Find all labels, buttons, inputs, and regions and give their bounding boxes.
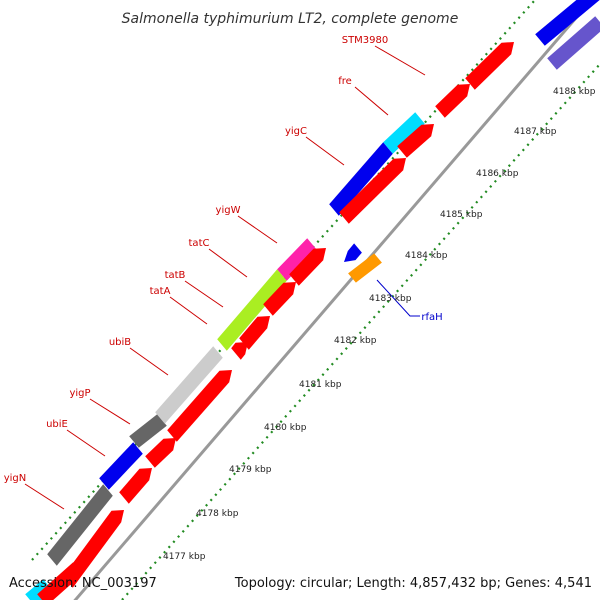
gene-red-arrow-5 bbox=[231, 342, 248, 360]
gene-yigW-block bbox=[277, 238, 317, 281]
gene-red-arrow-2 bbox=[119, 468, 152, 504]
gene-rfaH-block bbox=[348, 253, 382, 283]
kbp-tick-label: 4178 kbp bbox=[196, 509, 239, 519]
callout-line-tatC bbox=[208, 248, 248, 278]
gene-ubiE-block bbox=[99, 442, 143, 490]
callout-line-tatB bbox=[184, 280, 224, 308]
gene-red-arrow-10 bbox=[397, 124, 434, 158]
gene-yigN-block bbox=[47, 484, 113, 566]
gene-red-arrow-4 bbox=[167, 370, 232, 442]
sequence-backbone bbox=[73, 0, 594, 600]
map-title: Salmonella typhimurium LT2, complete gen… bbox=[122, 11, 459, 27]
gene-label-tatB: tatB bbox=[165, 270, 186, 281]
gene-red-arrow-1 bbox=[63, 510, 124, 588]
gene-label-STM3980: STM3980 bbox=[342, 35, 389, 46]
kbp-tick-label: 4187 kbp bbox=[514, 127, 557, 137]
gene-yigC-block bbox=[329, 142, 393, 216]
callout-line-ubiE bbox=[66, 429, 106, 457]
kbp-tick-label: 4184 kbp bbox=[405, 251, 448, 261]
callout-line-fre bbox=[354, 86, 389, 116]
gene-rev-blue bbox=[344, 243, 362, 262]
gene-label-yigW: yigW bbox=[216, 205, 241, 216]
gene-top-blue-block bbox=[535, 0, 600, 46]
kbp-tick-label: 4186 kbp bbox=[476, 169, 519, 179]
kbp-tick-label: 4177 kbp bbox=[163, 552, 206, 562]
gene-label-fre: fre bbox=[338, 76, 352, 87]
callout-line-yigP bbox=[89, 398, 131, 425]
gene-callouts: STM3980 fre yigC yigW tatC tatB tatA ubiB yigP ub… bbox=[4, 35, 443, 510]
callout-line-rfaH bbox=[376, 279, 420, 317]
callout-line-yigC bbox=[305, 136, 345, 166]
kbp-tick-label: 4179 kbp bbox=[229, 465, 272, 475]
gene-red-arrow-8 bbox=[289, 248, 326, 286]
gene-label-yigC: yigC bbox=[285, 126, 307, 137]
gene-label-yigN: yigN bbox=[4, 473, 27, 484]
gene-label-ubiE: ubiE bbox=[46, 419, 68, 430]
kbp-tick-label: 4183 kbp bbox=[369, 294, 412, 304]
gene-label-rfaH: rfaH bbox=[421, 312, 442, 323]
backbone-line bbox=[73, 0, 594, 600]
gene-ubiB-block bbox=[155, 346, 223, 424]
gene-label-tatA: tatA bbox=[150, 286, 171, 297]
kbp-tick-label: 4180 kbp bbox=[264, 423, 307, 433]
callout-line-yigW bbox=[237, 215, 278, 244]
gene-fre-block bbox=[383, 112, 425, 154]
gene-red-arrow-9 bbox=[339, 158, 406, 224]
gene-red-arrow-11 bbox=[435, 84, 470, 118]
kbp-tick-label: 4182 kbp bbox=[334, 336, 377, 346]
gene-tatA-block bbox=[217, 269, 287, 351]
gene-yigP-block bbox=[129, 414, 167, 448]
reverse-dotted-guide bbox=[121, 63, 600, 600]
gene-red-arrow-3 bbox=[145, 438, 176, 468]
callout-line-yigN bbox=[24, 483, 65, 510]
accession-text: Accession: NC_003197 bbox=[9, 576, 157, 591]
gene-red-arrow-12 bbox=[465, 42, 514, 90]
scale-ticks: 4177 kbp 4178 kbp 4179 kbp 4180 kbp 4181 kbp… bbox=[163, 87, 596, 562]
kbp-tick-label: 4185 kbp bbox=[440, 210, 483, 220]
dotted-guides bbox=[31, 0, 600, 600]
callout-line-ubiB bbox=[129, 347, 169, 376]
callout-line-tatA bbox=[169, 296, 208, 325]
gene-red-arrow-7 bbox=[263, 282, 296, 316]
gene-label-tatC: tatC bbox=[189, 238, 210, 249]
kbp-tick-label: 4181 kbp bbox=[299, 380, 342, 390]
topology-text: Topology: circular; Length: 4,857,432 bp… bbox=[234, 576, 592, 591]
gene-purple-block bbox=[547, 16, 600, 70]
gene-red-arrow-6 bbox=[239, 316, 270, 350]
gene-features bbox=[25, 0, 600, 600]
gene-label-yigP: yigP bbox=[69, 388, 90, 399]
kbp-tick-label: 4188 kbp bbox=[553, 87, 596, 97]
callout-line-STM3980 bbox=[374, 45, 426, 76]
gene-label-ubiB: ubiB bbox=[109, 337, 131, 348]
